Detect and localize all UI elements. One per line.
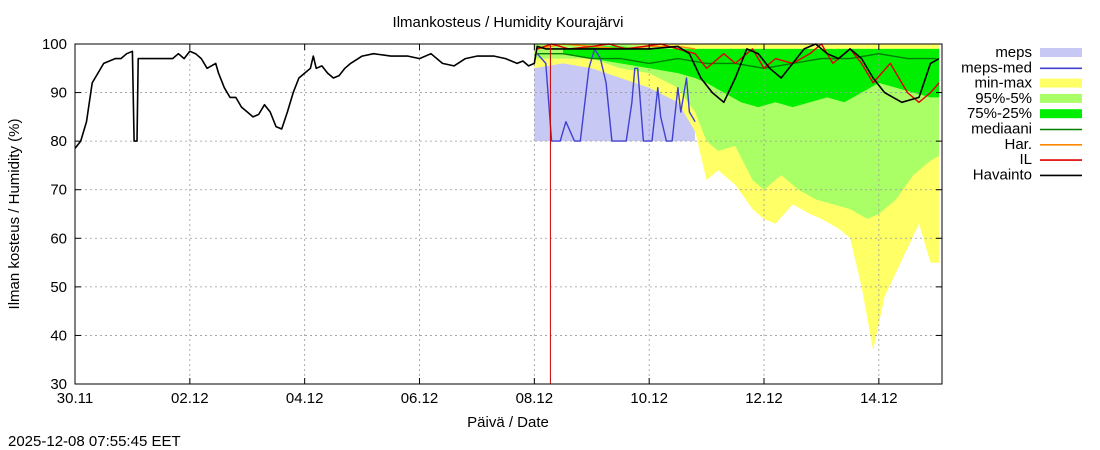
chart-title: Ilmankosteus / Humidity Kourajärvi (393, 14, 624, 31)
legend-swatch-p75_25 (1040, 109, 1082, 119)
x-tick-label: 14.12 (860, 390, 898, 407)
x-tick-label: 04.12 (286, 390, 324, 407)
y-tick-label: 50 (50, 279, 67, 296)
series-meps_med (536, 48, 696, 142)
legend-label-il: IL (1019, 151, 1032, 168)
y-tick-label: 100 (42, 36, 67, 53)
y-tick-label: 40 (50, 327, 67, 344)
y-tick-label: 80 (50, 133, 67, 150)
y-axis-label: Ilman kosteus / Humidity (%) (6, 119, 23, 310)
legend-label-meps: meps (995, 44, 1032, 61)
legend-swatch-meps (1040, 48, 1082, 57)
series-havainto (74, 43, 940, 149)
x-axis-label: Päivä / Date (467, 414, 549, 431)
x-tick-label: 10.12 (630, 390, 668, 407)
y-tick-label: 70 (50, 182, 67, 199)
legend-swatch-minmax (1040, 78, 1082, 88)
legend-label-minmax: min-max (974, 75, 1032, 92)
y-tick-label: 30 (50, 376, 67, 393)
legend-label-meps_med: meps-med (961, 59, 1032, 76)
y-tick-label: 90 (50, 85, 67, 102)
x-tick-label: 12.12 (745, 390, 783, 407)
x-tick-label: 06.12 (401, 390, 439, 407)
legend-label-p95_5: 95%-5% (975, 90, 1032, 107)
legend: mepsmeps-medmin-max95%-5%75%-25%mediaani… (961, 44, 1082, 183)
legend-label-mediaani: mediaani (971, 121, 1032, 138)
y-tick-label: 60 (50, 230, 67, 247)
grid-layer (75, 44, 942, 384)
tick-layer: 30 40 50 60 70 80 90 100 30.11 02.12 04.12 06.12 08.… (42, 36, 942, 407)
x-tick-label: 02.12 (171, 390, 209, 407)
legend-label-har: Har. (1004, 136, 1032, 153)
legend-label-p75_25: 75%-25% (967, 105, 1032, 122)
x-tick-label: 30.11 (57, 390, 93, 407)
legend-label-havainto: Havainto (973, 166, 1032, 183)
series-il (536, 43, 940, 103)
legend-swatch-p95_5 (1040, 93, 1082, 103)
band-layer (534, 44, 940, 350)
timestamp: 2025-12-08 07:55:45 EET (8, 433, 181, 450)
x-tick-label: 08.12 (516, 390, 554, 407)
plot-frame (74, 43, 943, 385)
